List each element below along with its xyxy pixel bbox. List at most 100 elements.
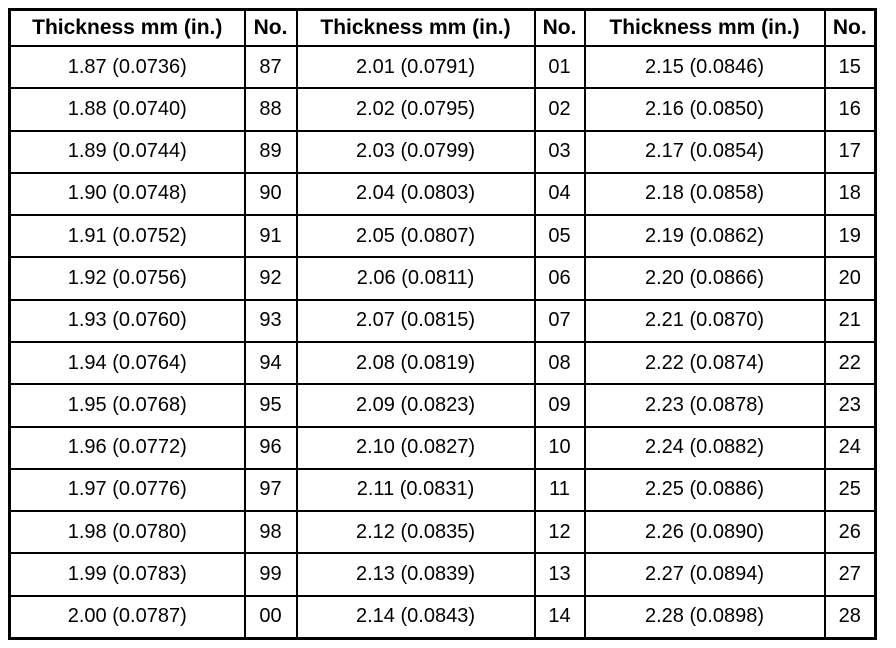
number-cell: 90 — [243, 171, 298, 217]
thickness-cell: 2.01 (0.0791) — [295, 44, 536, 90]
thickness-cell: 2.05 (0.0807) — [295, 214, 536, 259]
thickness-cell: 2.09 (0.0823) — [295, 383, 536, 428]
thickness-cell: 2.21 (0.0870) — [583, 298, 826, 343]
number-cell: 97 — [243, 467, 298, 513]
number-cell: 88 — [243, 87, 298, 132]
table-row: 2.00 (0.0787) 00 2.14 (0.0843) 14 2.28 (0.08… — [8, 594, 877, 640]
number-cell: 20 — [823, 256, 877, 301]
thickness-cell: 2.24 (0.0882) — [583, 425, 826, 470]
thickness-cell: 2.04 (0.0803) — [295, 171, 536, 217]
header-cell: Thickness mm (in.) — [8, 8, 246, 47]
number-cell: 22 — [823, 340, 877, 386]
thickness-cell: 2.22 (0.0874) — [583, 340, 826, 386]
number-cell: 05 — [533, 214, 586, 259]
number-cell: 89 — [243, 129, 298, 174]
thickness-cell: 1.90 (0.0748) — [8, 171, 246, 217]
thickness-cell: 2.17 (0.0854) — [583, 129, 826, 174]
table-row: 1.89 (0.0744) 89 2.03 (0.0799) 03 2.17 (0.08… — [8, 129, 877, 174]
table-body: 1.87 (0.0736) 87 2.01 (0.0791) 01 2.15 (0.08… — [8, 44, 877, 640]
number-cell: 21 — [823, 298, 877, 343]
thickness-cell: 1.92 (0.0756) — [8, 256, 246, 301]
number-cell: 00 — [243, 594, 298, 640]
table-header: Thickness mm (in.) No. Thickness mm (in.) N… — [8, 8, 877, 47]
thickness-cell: 2.10 (0.0827) — [295, 425, 536, 470]
number-cell: 02 — [533, 87, 586, 132]
thickness-cell: 1.89 (0.0744) — [8, 129, 246, 174]
header-cell: No. — [533, 8, 586, 47]
table-row: 1.93 (0.0760) 93 2.07 (0.0815) 07 2.21 (0.08… — [8, 298, 877, 343]
table-row: 1.91 (0.0752) 91 2.05 (0.0807) 05 2.19 (0.08… — [8, 214, 877, 259]
number-cell: 98 — [243, 510, 298, 555]
thickness-cell: 1.93 (0.0760) — [8, 298, 246, 343]
number-cell: 07 — [533, 298, 586, 343]
number-cell: 95 — [243, 383, 298, 428]
number-cell: 93 — [243, 298, 298, 343]
header-cell: No. — [243, 8, 298, 47]
number-cell: 28 — [823, 594, 877, 640]
header-cell: Thickness mm (in.) — [583, 8, 826, 47]
thickness-cell: 2.28 (0.0898) — [583, 594, 826, 640]
thickness-cell: 2.02 (0.0795) — [295, 87, 536, 132]
number-cell: 15 — [823, 44, 877, 90]
number-cell: 08 — [533, 340, 586, 386]
number-cell: 03 — [533, 129, 586, 174]
thickness-cell: 2.27 (0.0894) — [583, 552, 826, 597]
table-row: 1.99 (0.0783) 99 2.13 (0.0839) 13 2.27 (0.08… — [8, 552, 877, 597]
number-cell: 91 — [243, 214, 298, 259]
thickness-cell: 2.23 (0.0878) — [583, 383, 826, 428]
thickness-cell: 1.87 (0.0736) — [8, 44, 246, 90]
thickness-cell: 2.08 (0.0819) — [295, 340, 536, 386]
number-cell: 06 — [533, 256, 586, 301]
thickness-cell: 2.19 (0.0862) — [583, 214, 826, 259]
thickness-cell: 2.12 (0.0835) — [295, 510, 536, 555]
table-row: 1.92 (0.0756) 92 2.06 (0.0811) 06 2.20 (0.08… — [8, 256, 877, 301]
number-cell: 01 — [533, 44, 586, 90]
thickness-cell: 1.94 (0.0764) — [8, 340, 246, 386]
thickness-cell: 2.07 (0.0815) — [295, 298, 536, 343]
number-cell: 11 — [533, 467, 586, 513]
thickness-cell: 2.26 (0.0890) — [583, 510, 826, 555]
thickness-cell: 1.99 (0.0783) — [8, 552, 246, 597]
thickness-cell: 2.14 (0.0843) — [295, 594, 536, 640]
thickness-cell: 1.97 (0.0776) — [8, 467, 246, 513]
thickness-cell: 2.20 (0.0866) — [583, 256, 826, 301]
number-cell: 96 — [243, 425, 298, 470]
number-cell: 25 — [823, 467, 877, 513]
table-row: 1.97 (0.0776) 97 2.11 (0.0831) 11 2.25 (0.08… — [8, 467, 877, 513]
number-cell: 09 — [533, 383, 586, 428]
table-row: 1.95 (0.0768) 95 2.09 (0.0823) 09 2.23 (0.08… — [8, 383, 877, 428]
thickness-cell: 1.96 (0.0772) — [8, 425, 246, 470]
number-cell: 27 — [823, 552, 877, 597]
thickness-table: Thickness mm (in.) No. Thickness mm (in.) N… — [8, 8, 877, 640]
number-cell: 99 — [243, 552, 298, 597]
thickness-cell: 1.88 (0.0740) — [8, 87, 246, 132]
table-row: 1.94 (0.0764) 94 2.08 (0.0819) 08 2.22 (0.08… — [8, 340, 877, 386]
number-cell: 12 — [533, 510, 586, 555]
number-cell: 87 — [243, 44, 298, 90]
thickness-cell: 1.98 (0.0780) — [8, 510, 246, 555]
number-cell: 18 — [823, 171, 877, 217]
number-cell: 16 — [823, 87, 877, 132]
number-cell: 13 — [533, 552, 586, 597]
number-cell: 14 — [533, 594, 586, 640]
number-cell: 92 — [243, 256, 298, 301]
number-cell: 17 — [823, 129, 877, 174]
thickness-cell: 2.11 (0.0831) — [295, 467, 536, 513]
number-cell: 04 — [533, 171, 586, 217]
thickness-cell: 2.00 (0.0787) — [8, 594, 246, 640]
header-cell: Thickness mm (in.) — [295, 8, 536, 47]
number-cell: 24 — [823, 425, 877, 470]
thickness-cell: 2.03 (0.0799) — [295, 129, 536, 174]
thickness-cell: 1.91 (0.0752) — [8, 214, 246, 259]
table-row: 1.90 (0.0748) 90 2.04 (0.0803) 04 2.18 (0.08… — [8, 171, 877, 217]
table-row: 1.96 (0.0772) 96 2.10 (0.0827) 10 2.24 (0.08… — [8, 425, 877, 470]
table-row: 1.98 (0.0780) 98 2.12 (0.0835) 12 2.26 (0.08… — [8, 510, 877, 555]
table-row: 1.88 (0.0740) 88 2.02 (0.0795) 02 2.16 (0.08… — [8, 87, 877, 132]
thickness-cell: 2.15 (0.0846) — [583, 44, 826, 90]
thickness-cell: 2.06 (0.0811) — [295, 256, 536, 301]
thickness-cell: 2.18 (0.0858) — [583, 171, 826, 217]
thickness-cell: 2.13 (0.0839) — [295, 552, 536, 597]
thickness-cell: 2.25 (0.0886) — [583, 467, 826, 513]
thickness-cell: 1.95 (0.0768) — [8, 383, 246, 428]
